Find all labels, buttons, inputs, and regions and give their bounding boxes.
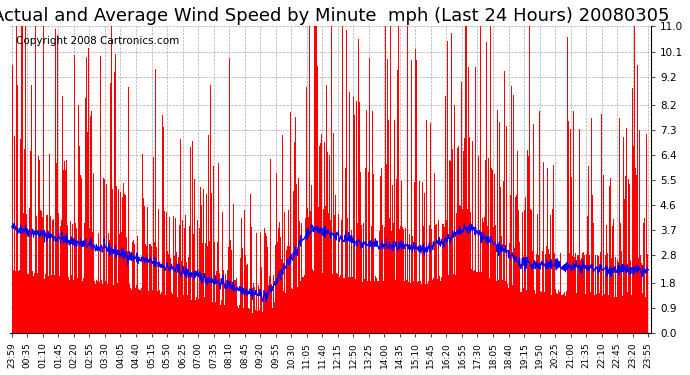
Text: Copyright 2008 Cartronics.com: Copyright 2008 Cartronics.com (16, 36, 179, 46)
Title: Actual and Average Wind Speed by Minute  mph (Last 24 Hours) 20080305: Actual and Average Wind Speed by Minute … (0, 7, 669, 25)
